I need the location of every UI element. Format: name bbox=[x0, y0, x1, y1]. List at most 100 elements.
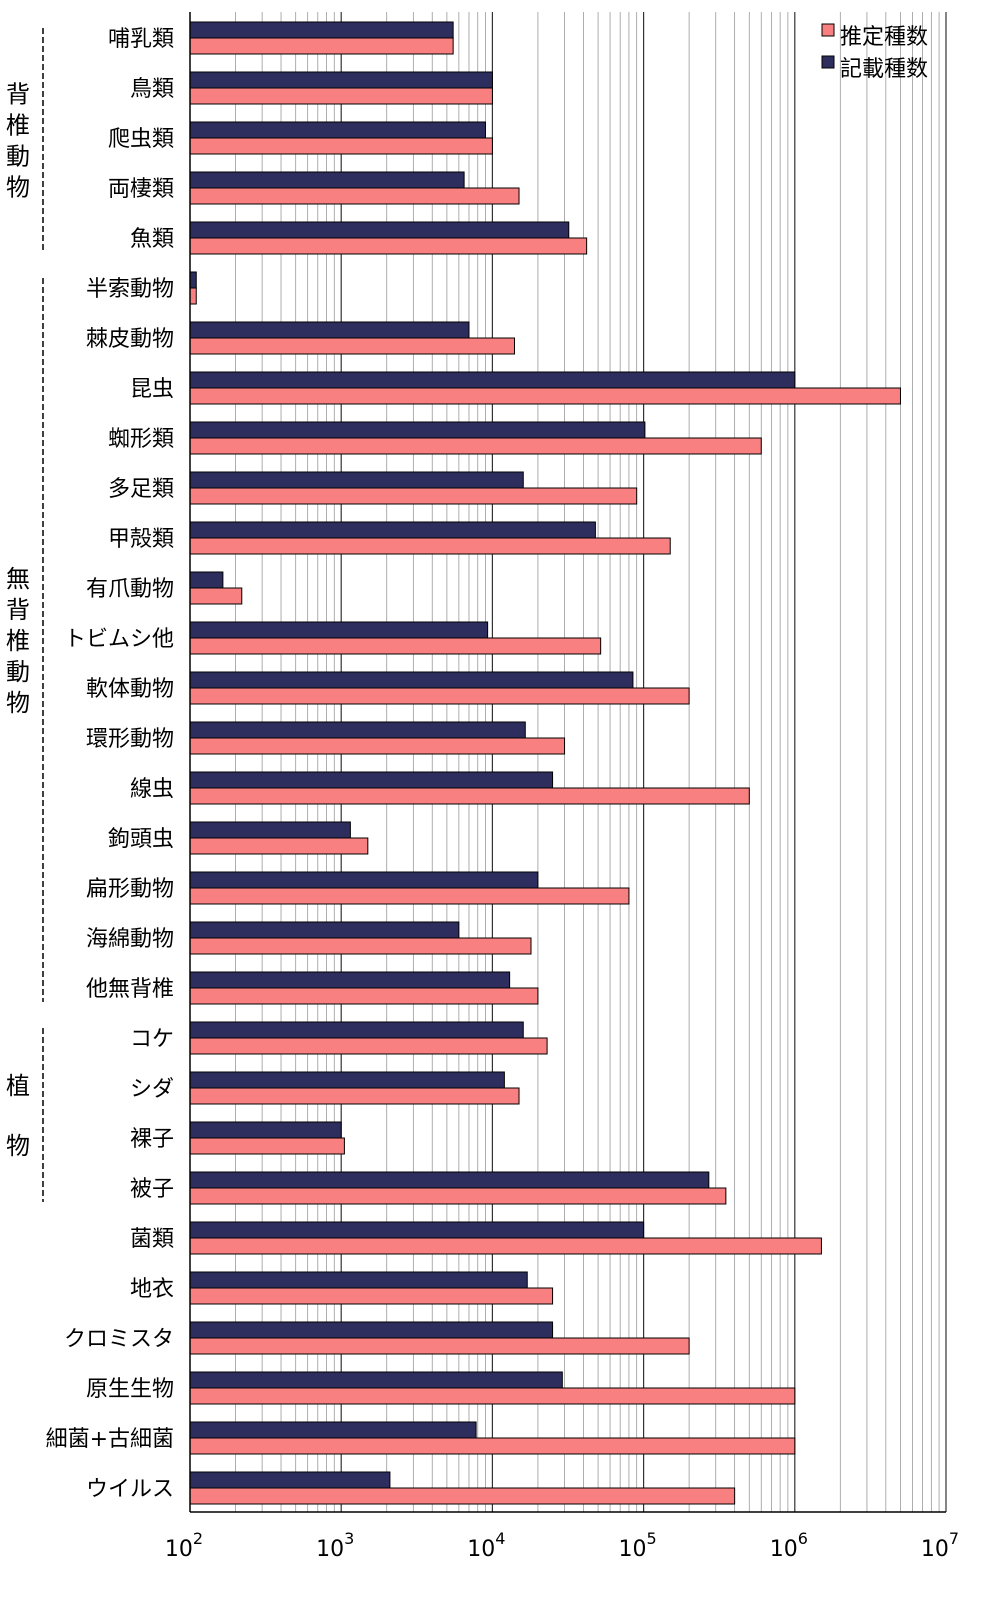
bar-described bbox=[189, 421, 646, 439]
legend-swatch-estimated bbox=[821, 23, 835, 37]
legend-label-described: 記載種数 bbox=[840, 57, 928, 82]
bar-estimated bbox=[189, 637, 602, 655]
bar-described bbox=[189, 1071, 505, 1089]
bar-described bbox=[189, 1221, 645, 1239]
category-label: 多足類 bbox=[108, 477, 174, 502]
bar-estimated bbox=[189, 437, 762, 455]
bar-described bbox=[189, 171, 465, 189]
category-label: 両棲類 bbox=[108, 177, 174, 202]
bar-estimated bbox=[189, 787, 750, 805]
group-label-char: 物 bbox=[6, 1132, 30, 1160]
group-label-char: 背 bbox=[6, 596, 30, 624]
bar-estimated bbox=[189, 1437, 796, 1455]
bar-described bbox=[189, 271, 197, 289]
category-label: トビムシ他 bbox=[64, 627, 174, 652]
bar-estimated bbox=[189, 1187, 727, 1205]
bar-described bbox=[189, 1171, 710, 1189]
category-label: 被子 bbox=[130, 1177, 174, 1202]
bar-described bbox=[189, 371, 796, 389]
bar-estimated bbox=[189, 387, 901, 405]
bar-described bbox=[189, 521, 596, 539]
bar-estimated bbox=[189, 37, 454, 55]
bar-described bbox=[189, 571, 224, 589]
group-label-char: 動 bbox=[6, 658, 30, 686]
group-label-char: 無 bbox=[6, 565, 30, 593]
category-label: シダ bbox=[130, 1077, 174, 1102]
category-label: 地衣 bbox=[130, 1277, 174, 1302]
bar-estimated bbox=[189, 837, 369, 855]
category-label: クロミスタ bbox=[64, 1327, 174, 1352]
bar-estimated bbox=[189, 1237, 822, 1255]
bar-estimated bbox=[189, 1037, 548, 1055]
category-label: 線虫 bbox=[130, 777, 174, 802]
bar-estimated bbox=[189, 737, 566, 755]
category-label: 哺乳類 bbox=[108, 27, 174, 52]
bar-described bbox=[189, 971, 511, 989]
bar-estimated bbox=[189, 487, 638, 505]
bar-described bbox=[189, 1371, 563, 1389]
bar-described bbox=[189, 821, 351, 839]
category-label: ウイルス bbox=[86, 1477, 174, 1502]
bar-estimated bbox=[189, 537, 671, 555]
x-tick-label: 102 bbox=[165, 1529, 203, 1562]
bar-described bbox=[189, 471, 524, 489]
bar-estimated bbox=[189, 937, 532, 955]
bar-described bbox=[189, 1271, 528, 1289]
bar-described bbox=[189, 721, 526, 739]
legend-swatch-described bbox=[821, 55, 835, 69]
category-label: 裸子 bbox=[130, 1127, 174, 1152]
category-label: 他無背椎 bbox=[86, 977, 174, 1002]
bar-estimated bbox=[189, 87, 493, 105]
category-label: 原生生物 bbox=[86, 1377, 174, 1402]
bar-estimated bbox=[189, 1337, 690, 1355]
x-tick-label: 107 bbox=[921, 1529, 959, 1562]
bar-estimated bbox=[189, 1287, 554, 1305]
bar-described bbox=[189, 1021, 524, 1039]
group-label-char: 物 bbox=[6, 174, 30, 202]
grid bbox=[235, 12, 947, 1512]
bar-estimated bbox=[189, 687, 690, 705]
category-label: 環形動物 bbox=[86, 727, 174, 752]
category-label: 鳥類 bbox=[130, 77, 174, 102]
bar-described bbox=[189, 121, 486, 139]
bar-estimated bbox=[189, 1387, 796, 1405]
category-label: 蜘形類 bbox=[108, 427, 174, 452]
bar-described bbox=[189, 71, 493, 89]
group-label-char: 植 bbox=[6, 1072, 30, 1100]
bar-described bbox=[189, 1321, 554, 1339]
category-label: 爬虫類 bbox=[108, 127, 174, 152]
category-label: 鉤頭虫 bbox=[108, 827, 174, 852]
bar-estimated bbox=[189, 287, 197, 305]
bar-estimated bbox=[189, 987, 539, 1005]
bar-described bbox=[189, 21, 454, 39]
category-label: 扁形動物 bbox=[86, 877, 174, 902]
bar-described bbox=[189, 771, 554, 789]
category-label: 海綿動物 bbox=[86, 927, 174, 952]
bar-estimated bbox=[189, 887, 630, 905]
bars bbox=[189, 21, 901, 1505]
category-label: 有爪動物 bbox=[86, 577, 174, 602]
bar-described bbox=[189, 221, 570, 239]
group-label-char: 背 bbox=[6, 81, 30, 109]
group-label-char: 物 bbox=[6, 689, 30, 717]
x-tick-label: 104 bbox=[467, 1529, 505, 1562]
bar-described bbox=[189, 671, 634, 689]
bar-estimated bbox=[189, 237, 588, 255]
bar-estimated bbox=[189, 1087, 520, 1105]
axes bbox=[189, 12, 946, 1513]
x-tick-label: 103 bbox=[316, 1529, 354, 1562]
category-label: 細菌+古細菌 bbox=[46, 1427, 174, 1452]
bar-estimated bbox=[189, 1487, 736, 1505]
legend: 推定種数 記載種数 bbox=[821, 23, 928, 82]
category-label: 菌類 bbox=[130, 1227, 174, 1252]
category-label: 甲殻類 bbox=[108, 527, 174, 552]
bar-described bbox=[189, 1471, 391, 1489]
bar-described bbox=[189, 871, 539, 889]
bar-described bbox=[189, 621, 489, 639]
bar-described bbox=[189, 1421, 477, 1439]
bar-estimated bbox=[189, 587, 243, 605]
bar-described bbox=[189, 321, 470, 339]
group-label-char: 動 bbox=[6, 143, 30, 171]
bar-estimated bbox=[189, 137, 493, 155]
